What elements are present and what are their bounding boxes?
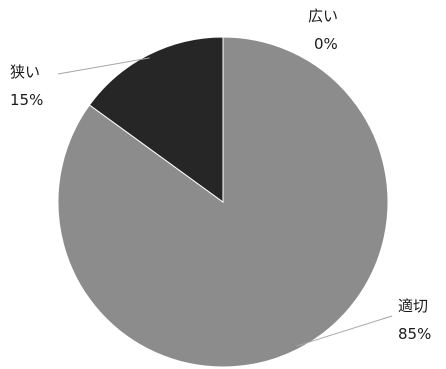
label-hiroi-value: 0% <box>314 35 338 53</box>
label-hiroi-name: 広い <box>308 7 338 25</box>
label-semai-value: 15% <box>10 91 43 109</box>
leader-line-1 <box>296 315 393 347</box>
label-tekisetsu-name: 適切 <box>398 297 428 315</box>
leader-line-2 <box>57 57 150 75</box>
pie-slice-2 <box>88 36 224 203</box>
label-semai-name: 狭い <box>10 63 40 81</box>
pie-slices <box>57 36 389 368</box>
label-tekisetsu-value: 85% <box>398 325 431 343</box>
leader-lines <box>57 57 393 347</box>
